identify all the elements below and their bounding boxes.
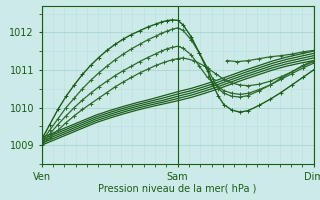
X-axis label: Pression niveau de la mer( hPa ): Pression niveau de la mer( hPa ) (99, 183, 257, 193)
